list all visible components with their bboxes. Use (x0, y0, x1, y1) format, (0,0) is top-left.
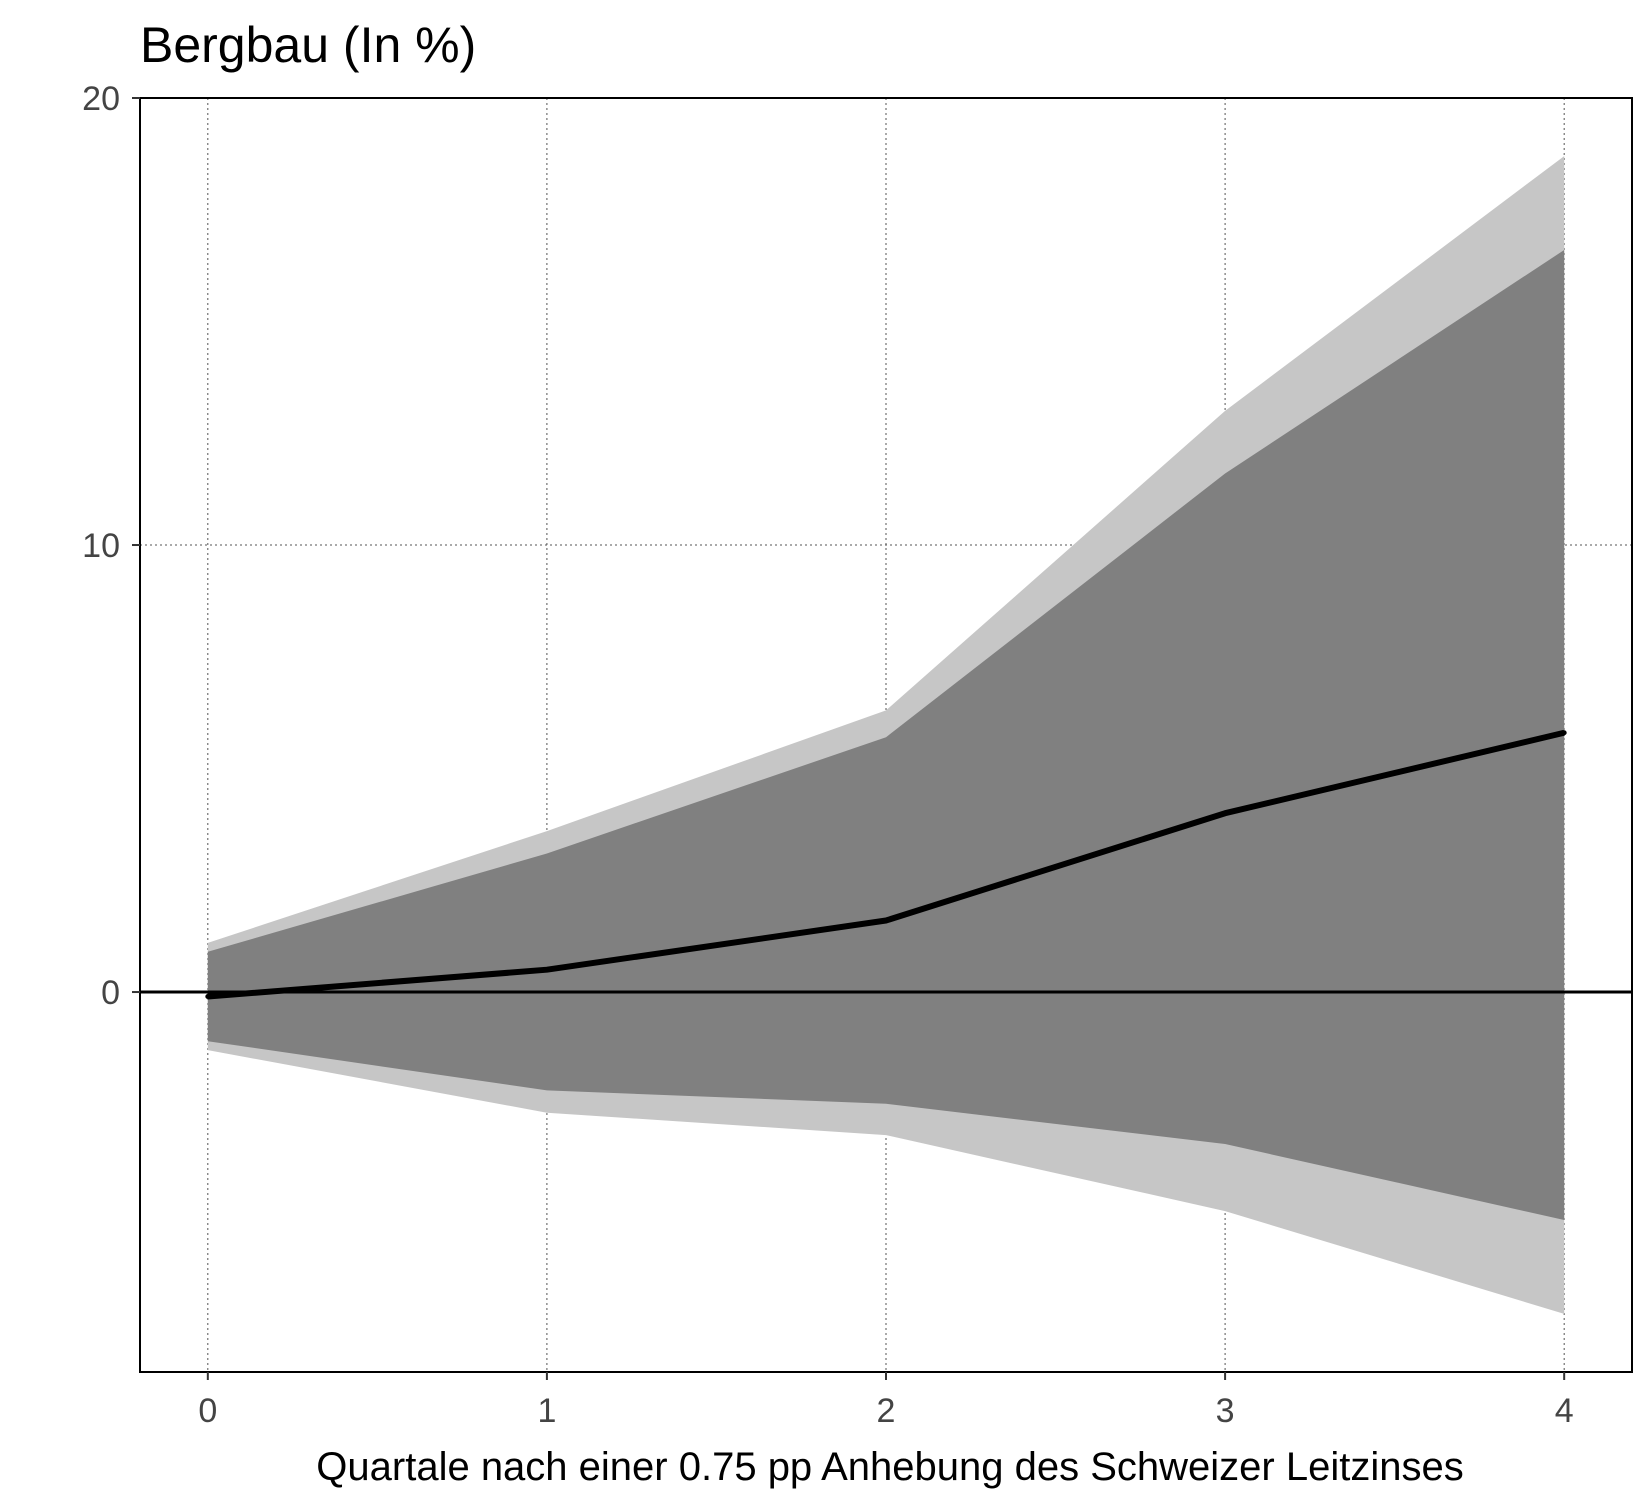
median-point (544, 967, 550, 973)
median-point (1561, 730, 1567, 736)
median-point (883, 918, 889, 924)
x-tick-label: 4 (1555, 1392, 1574, 1430)
y-tick-label: 10 (82, 527, 120, 565)
median-point (1222, 810, 1228, 816)
band-inner (207, 249, 1565, 1221)
x-axis-ticks: 0 1 2 3 4 (198, 1372, 1574, 1430)
y-axis-ticks: 0 10 20 (82, 80, 140, 1012)
median-response (205, 729, 1567, 1000)
chart-title: Bergbau (In %) (140, 17, 476, 73)
x-tick-label: 2 (877, 1392, 896, 1430)
x-tick-label: 3 (1216, 1392, 1235, 1430)
y-tick-label: 0 (101, 974, 120, 1012)
confidence-bands (207, 156, 1565, 1314)
x-axis-label: Quartale nach einer 0.75 pp Anhebung des… (316, 1445, 1463, 1489)
median-point (205, 994, 211, 1000)
x-tick-label: 0 (198, 1392, 217, 1430)
x-tick-label: 1 (537, 1392, 556, 1430)
y-tick-label: 20 (82, 80, 120, 118)
